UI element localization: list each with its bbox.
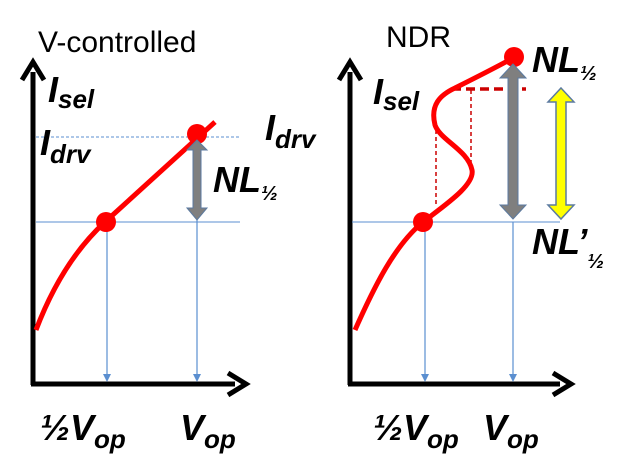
right-title: NDR [386, 21, 451, 54]
left-vop-label: Vop [180, 407, 236, 454]
left-x-axis-arrow-icon [226, 370, 251, 398]
right-nl-prime-label: NL’½ [532, 221, 604, 273]
right-y-label: Isel [373, 71, 420, 116]
left-y-axis-arrow-icon [19, 57, 47, 82]
right-x-axis-arrow-icon [551, 370, 576, 398]
left-y-label: Isel [48, 69, 95, 114]
left-idrv-label: Idrv [40, 122, 92, 169]
left-half-point [96, 212, 116, 232]
right-full-point [504, 47, 524, 67]
left-nl-label: NL½ [213, 159, 278, 205]
right-ndr-curve [352, 55, 515, 332]
right-nl-label: NL½ [532, 39, 597, 85]
right-nl-prime-double-arrow-icon [546, 86, 576, 221]
left-full-point [187, 124, 207, 144]
right-half-vop-label: ½Vop [373, 407, 459, 454]
right-half-point [413, 212, 433, 232]
left-panel: V-controlled Isel Idrv Idrv NL½ ½Vop Vop [19, 26, 317, 454]
left-nl-double-arrow-icon [185, 139, 209, 221]
right-nl-double-arrow-icon [498, 63, 528, 220]
right-side-idrv-label: Idrv [265, 107, 317, 154]
left-title: V-controlled [38, 26, 196, 59]
right-vop-label: Vop [483, 407, 539, 454]
right-panel: NDR Isel NL½ NL’½ ½Vop Vop [336, 21, 604, 454]
right-y-axis-arrow-icon [336, 57, 364, 82]
left-half-vop-label: ½Vop [40, 407, 126, 454]
